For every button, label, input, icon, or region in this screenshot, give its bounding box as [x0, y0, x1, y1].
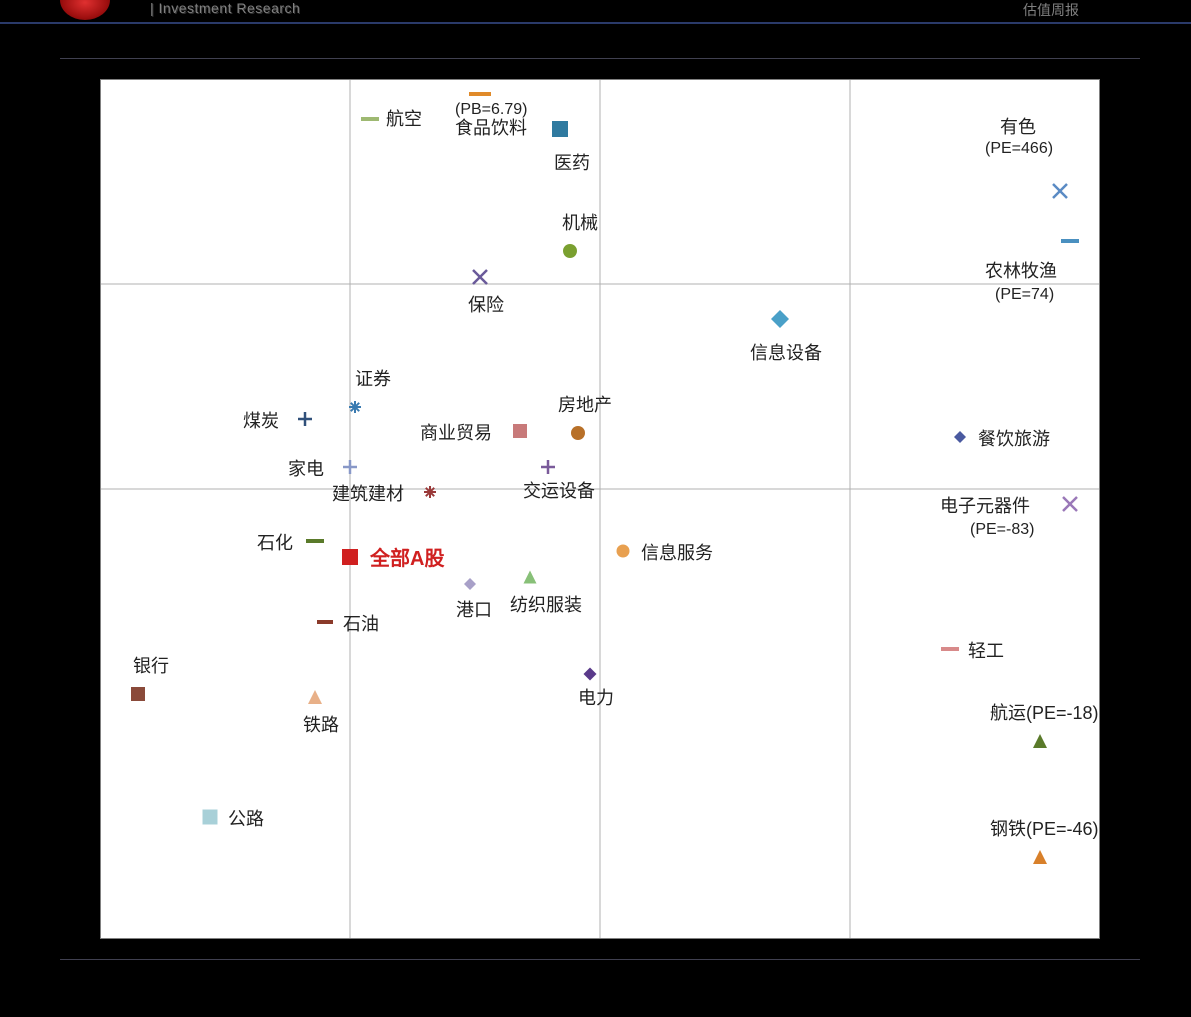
point-sublabel-food_bev: (PB=6.79) [455, 101, 527, 118]
point-label-insurance: 保险 [468, 295, 504, 315]
point-label-securities: 证券 [355, 369, 391, 389]
point-label-electronics: 电子元器件 [940, 496, 1030, 516]
point-label-transport: 交运设备 [523, 481, 595, 501]
point-label-shipping: 航运(PE=-18) [990, 703, 1099, 723]
point-label-textile: 纺织服装 [510, 595, 582, 615]
point-label-highway: 公路 [228, 809, 264, 829]
point-label-bank: 银行 [133, 656, 169, 676]
point-label-nonferrous: 有色 [1000, 117, 1036, 137]
point-sublabel-electronics: (PE=-83) [970, 521, 1034, 538]
point-label-port: 港口 [456, 600, 492, 620]
chart-container: 航空 食品饮料(PB=6.79) 医药 有色 (PE=466) 机械农林牧渔 (PE=74)… [60, 58, 1140, 960]
point-label-info_equip: 信息设备 [750, 343, 822, 363]
point-label-homeapp: 家电 [288, 459, 324, 479]
point-label-coal: 煤炭 [243, 411, 279, 431]
point-label-food_bev: 食品饮料 [455, 118, 527, 138]
point-label-commerce: 商业贸易 [420, 423, 492, 443]
point-sublabel-nonferrous: (PE=466) [985, 140, 1053, 157]
point-label-lightind: 轻工 [968, 641, 1004, 661]
chart-svg: 航空 食品饮料(PB=6.79) 医药 有色 (PE=466) 机械农林牧渔 (PE=74)… [100, 79, 1100, 939]
point-label-steel: 钢铁(PE=-46) [990, 819, 1099, 839]
point-label-pharma: 医药 [554, 153, 590, 173]
point-label-construction: 建筑建材 [332, 484, 404, 504]
point-label-power: 电力 [578, 688, 614, 708]
page-root: | Investment Research 估值周报 航空 食品饮料(PB=6.7… [0, 0, 1191, 1017]
point-label-all_a: 全部A股 [369, 546, 444, 570]
point-label-infoservice: 信息服务 [641, 543, 713, 563]
scatter-chart: 航空 食品饮料(PB=6.79) 医药 有色 (PE=466) 机械农林牧渔 (PE=74)… [100, 79, 1100, 939]
point-label-petrochem: 石化 [257, 533, 293, 553]
point-label-agri: 农林牧渔 [985, 261, 1057, 281]
point-label-aviation: 航空 [386, 109, 422, 129]
logo-icon [60, 0, 110, 20]
point-label-railway: 铁路 [303, 715, 339, 735]
header-right-text: 估值周报 [1023, 0, 1079, 20]
point-label-petroleum: 石油 [343, 614, 379, 634]
point-label-machinery: 机械 [562, 213, 598, 233]
point-sublabel-agri: (PE=74) [995, 286, 1054, 303]
header-left-text: | Investment Research [150, 0, 300, 16]
page-header: | Investment Research 估值周报 [0, 0, 1191, 24]
point-label-realestate: 房地产 [558, 395, 612, 415]
point-label-catering: 餐饮旅游 [978, 429, 1050, 449]
